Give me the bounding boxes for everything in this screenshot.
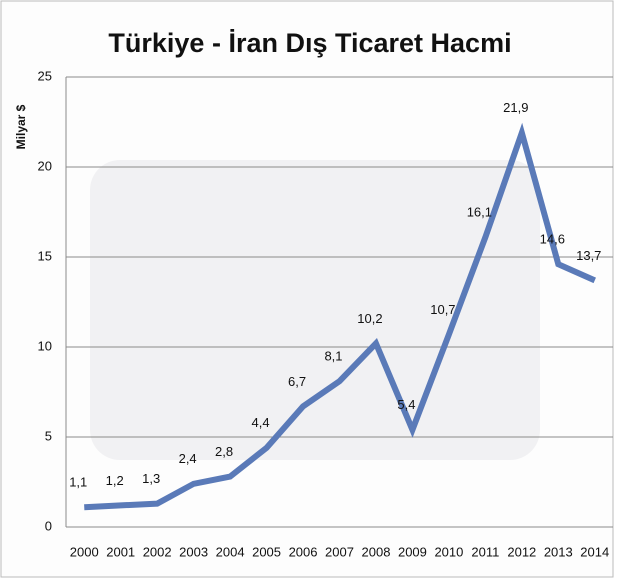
y-tick-label: 20 (38, 158, 52, 173)
y-tick-label: 0 (45, 518, 52, 533)
y-tick-label: 25 (38, 68, 52, 83)
data-label: 6,7 (288, 374, 306, 389)
x-tick-label: 2007 (325, 544, 354, 559)
x-tick-label: 2011 (471, 544, 499, 559)
x-tick-label: 2012 (507, 544, 536, 559)
data-label: 8,1 (324, 349, 342, 364)
y-tick-label: 15 (38, 248, 52, 263)
x-tick-label: 2003 (179, 544, 208, 559)
chart-title: Türkiye - İran Dış Ticaret Hacmi (108, 28, 511, 58)
x-tick-label: 2006 (289, 544, 318, 559)
x-tick-label: 2002 (143, 544, 172, 559)
data-label: 10,2 (357, 311, 382, 326)
data-label: 4,4 (252, 415, 270, 430)
x-tick-label: 2014 (580, 544, 609, 559)
data-label: 10,7 (430, 302, 455, 317)
data-label: 1,3 (142, 471, 160, 486)
data-label: 1,2 (106, 473, 124, 488)
y-tick-label: 10 (38, 338, 52, 353)
x-tick-label: 2013 (544, 544, 573, 559)
data-label: 2,4 (179, 451, 197, 466)
x-tick-label: 2004 (216, 544, 245, 559)
y-axis-label: Milyar $ (14, 104, 28, 149)
y-tick-label: 5 (45, 428, 52, 443)
data-label: 2,8 (215, 444, 233, 459)
x-tick-label: 2008 (362, 544, 391, 559)
data-label: 14,6 (540, 232, 565, 247)
x-tick-label: 2001 (106, 544, 135, 559)
x-tick-label: 2005 (252, 544, 281, 559)
line (84, 122, 596, 511)
x-tick-label: 2009 (398, 544, 427, 559)
data-label: 5,4 (397, 397, 415, 412)
data-label: 21,9 (503, 100, 528, 115)
data-label: 16,1 (467, 205, 492, 220)
x-tick-label: 2000 (70, 544, 99, 559)
data-label: 13,7 (576, 248, 601, 263)
x-tick-label: 2010 (434, 544, 463, 559)
data-label: 1,1 (69, 475, 87, 490)
